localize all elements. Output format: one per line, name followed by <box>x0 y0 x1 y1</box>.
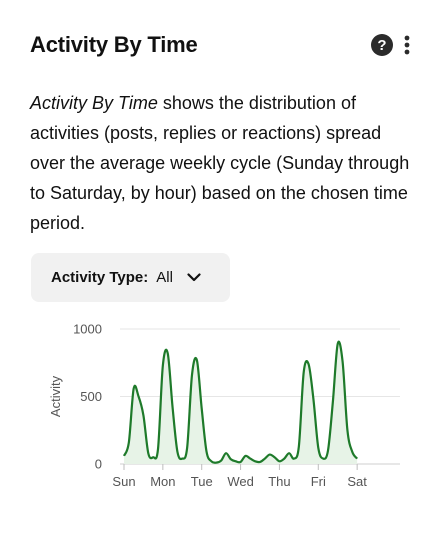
y-tick-label: 1000 <box>73 322 102 337</box>
x-tick-label: Tue <box>191 474 213 489</box>
description-lead: Activity By Time <box>30 93 158 113</box>
y-tick-labels: 0 500 1000 <box>73 322 102 472</box>
x-tick-label: Sat <box>347 474 367 489</box>
description-body: shows the distribution of activities (po… <box>30 93 410 233</box>
activity-line <box>122 340 359 464</box>
help-glyph: ? <box>377 36 387 54</box>
activity-chart: 0 500 1000 Sun Mon Tue Wed Thu Fri Sat Activity <box>48 322 400 489</box>
x-tick-label: Sun <box>112 474 135 489</box>
activity-type-label: Activity Type: <box>51 269 149 286</box>
description: Activity By Time shows the distribution … <box>30 88 420 238</box>
more-vertical-icon[interactable] <box>401 34 413 56</box>
x-tick-label: Fri <box>311 474 326 489</box>
page-title: Activity By Time <box>30 32 198 57</box>
activity-type-dropdown[interactable]: Activity Type: All <box>31 253 230 302</box>
y-tick-label: 500 <box>80 389 102 404</box>
x-tick-label: Mon <box>150 474 175 489</box>
header-actions: ? <box>371 34 413 56</box>
help-circle-icon[interactable]: ? <box>371 34 393 56</box>
x-axis: Sun Mon Tue Wed Thu Fri Sat <box>112 464 367 489</box>
x-tick-label: Wed <box>227 474 254 489</box>
header: Activity By Time ? <box>30 28 413 62</box>
y-axis-label: Activity <box>48 375 63 417</box>
y-tick-label: 0 <box>95 457 102 472</box>
x-tick-label: Thu <box>268 474 290 489</box>
chevron-down-icon <box>187 273 201 282</box>
activity-type-value: All <box>156 269 173 286</box>
